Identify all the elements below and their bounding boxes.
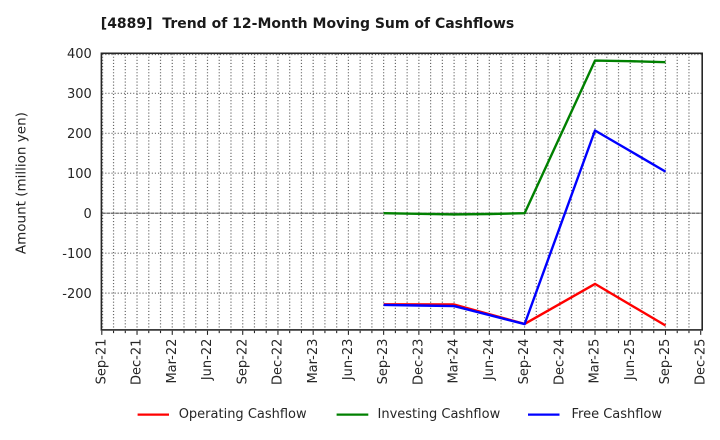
svg-text:Sep-25: Sep-25 [658,339,673,385]
svg-text:-100: -100 [62,247,92,262]
svg-text:Sep-24: Sep-24 [517,339,532,385]
svg-text:Mar-22: Mar-22 [165,339,180,384]
svg-text:Amount (million yen): Amount (million yen) [14,112,30,254]
svg-text:0: 0 [84,207,92,222]
svg-text:200: 200 [67,127,92,142]
svg-text:Jun-22: Jun-22 [200,339,215,382]
svg-text:Mar-24: Mar-24 [447,339,462,384]
svg-text:Jun-25: Jun-25 [623,339,638,382]
svg-text:Free Cashflow: Free Cashflow [572,407,663,422]
svg-text:-200: -200 [62,287,92,302]
svg-text:Sep-21: Sep-21 [94,339,109,385]
svg-text:Mar-25: Mar-25 [588,339,603,384]
svg-text:[4889] Trend of 12-Month Movi: [4889] Trend of 12-Month Moving Sum of C… [101,16,514,32]
svg-text:400: 400 [67,47,92,62]
svg-text:Dec-24: Dec-24 [552,339,567,385]
svg-text:Dec-22: Dec-22 [271,339,286,385]
svg-text:Jun-23: Jun-23 [341,339,356,382]
svg-text:Jun-24: Jun-24 [482,339,497,382]
svg-text:Dec-23: Dec-23 [412,339,427,385]
svg-text:Investing Cashflow: Investing Cashflow [378,407,501,422]
svg-text:Sep-23: Sep-23 [376,339,391,385]
svg-text:Operating Cashflow: Operating Cashflow [179,407,307,422]
svg-text:Mar-23: Mar-23 [306,339,321,384]
svg-text:300: 300 [67,87,92,102]
svg-text:Sep-22: Sep-22 [235,339,250,385]
svg-text:Dec-25: Dec-25 [693,339,708,385]
svg-text:Dec-21: Dec-21 [130,339,145,385]
svg-text:100: 100 [67,167,92,182]
